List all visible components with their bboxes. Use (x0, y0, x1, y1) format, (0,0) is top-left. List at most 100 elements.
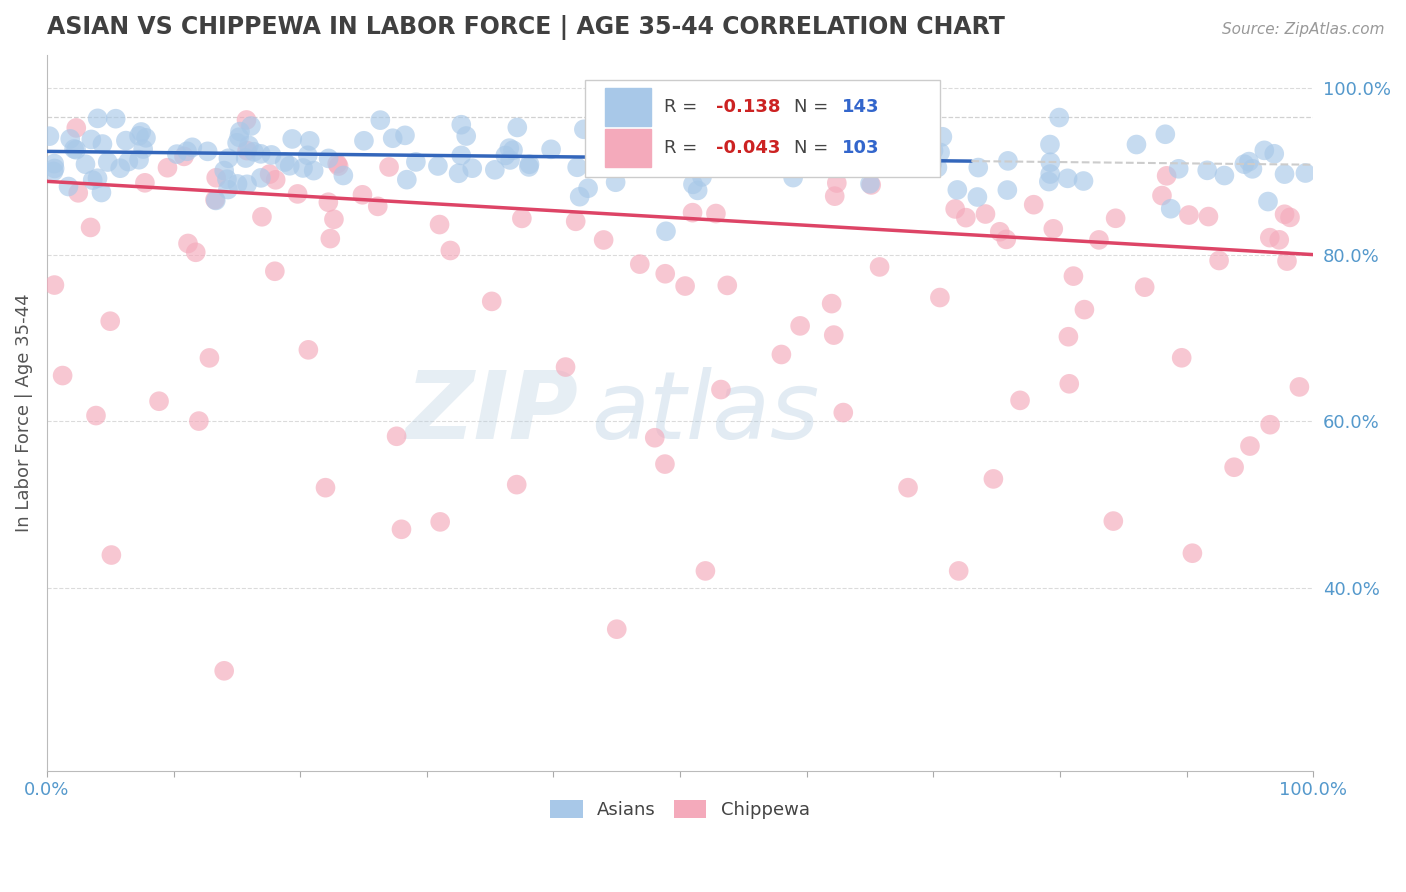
Point (860, 178, 883, 192)
Point (44, 161, 66, 176)
Point (922, 144, 945, 158)
Point (128, 153, 150, 167)
Point (1279, 211, 1302, 225)
Point (682, 178, 704, 192)
Point (212, 163, 235, 178)
Point (1057, 329, 1080, 343)
Text: R =: R = (664, 139, 703, 157)
Point (226, 136, 249, 150)
Point (1253, 144, 1275, 158)
Point (1038, 175, 1060, 189)
Point (841, 153, 863, 168)
Point (606, 622, 628, 636)
Point (832, 406, 855, 420)
Point (1039, 167, 1062, 181)
Point (716, 119, 738, 133)
Point (1088, 233, 1111, 247)
Point (236, 144, 259, 158)
Point (59, 132, 82, 146)
Point (1102, 514, 1125, 528)
Point (217, 182, 239, 196)
Point (655, 224, 678, 238)
Point (212, 664, 235, 678)
Point (240, 119, 263, 133)
Point (619, 134, 641, 148)
Point (250, 210, 273, 224)
Point (129, 125, 152, 139)
FancyBboxPatch shape (606, 88, 651, 126)
Point (484, 162, 506, 177)
Point (176, 145, 198, 159)
Point (1056, 171, 1078, 186)
Point (877, 157, 900, 171)
Point (243, 145, 266, 159)
Point (228, 130, 250, 145)
Point (86, 112, 108, 126)
Point (599, 145, 621, 160)
Point (297, 148, 319, 162)
Point (84, 409, 107, 423)
Point (651, 147, 673, 161)
Point (184, 245, 207, 260)
Point (1154, 128, 1177, 142)
Point (263, 264, 285, 278)
Point (1274, 207, 1296, 221)
Text: Source: ZipAtlas.com: Source: ZipAtlas.com (1222, 22, 1385, 37)
Point (197, 145, 219, 159)
Point (461, 161, 484, 176)
Point (381, 131, 404, 145)
Point (173, 149, 195, 163)
Point (198, 351, 221, 365)
Point (628, 257, 651, 271)
Point (108, 161, 131, 176)
Point (931, 129, 953, 144)
Point (378, 160, 401, 174)
Point (450, 118, 472, 132)
Point (644, 431, 666, 445)
Point (567, 161, 589, 175)
Legend: Asians, Chippewa: Asians, Chippewa (543, 792, 817, 826)
Point (148, 394, 170, 409)
Point (181, 140, 204, 154)
Point (249, 146, 271, 161)
Point (91, 136, 114, 151)
Point (498, 141, 520, 155)
Point (217, 151, 239, 165)
Point (1057, 376, 1080, 391)
Point (1178, 208, 1201, 222)
Point (297, 343, 319, 357)
Point (456, 128, 478, 143)
Point (42, 164, 65, 178)
Point (1160, 202, 1182, 216)
Point (236, 178, 259, 192)
Point (910, 112, 932, 127)
Point (671, 141, 693, 155)
Point (710, 383, 733, 397)
Point (318, 195, 340, 210)
Point (1125, 137, 1147, 152)
Point (928, 291, 950, 305)
Point (929, 145, 952, 160)
Point (235, 112, 257, 127)
Text: N =: N = (794, 139, 834, 157)
Point (38, 129, 60, 144)
Point (782, 170, 804, 185)
Y-axis label: In Labor Force | Age 35-44: In Labor Force | Age 35-44 (15, 293, 32, 532)
Point (927, 161, 949, 175)
Point (1288, 380, 1310, 394)
Point (353, 134, 375, 148)
Point (654, 267, 676, 281)
Point (658, 157, 681, 171)
Point (100, 548, 122, 562)
Point (1263, 146, 1285, 161)
Point (1237, 154, 1260, 169)
Point (997, 153, 1019, 168)
Point (323, 212, 346, 227)
Point (823, 328, 845, 343)
Point (633, 153, 655, 167)
Point (368, 113, 391, 128)
Point (187, 414, 209, 428)
Point (79, 220, 101, 235)
Point (654, 457, 676, 471)
Point (716, 278, 738, 293)
